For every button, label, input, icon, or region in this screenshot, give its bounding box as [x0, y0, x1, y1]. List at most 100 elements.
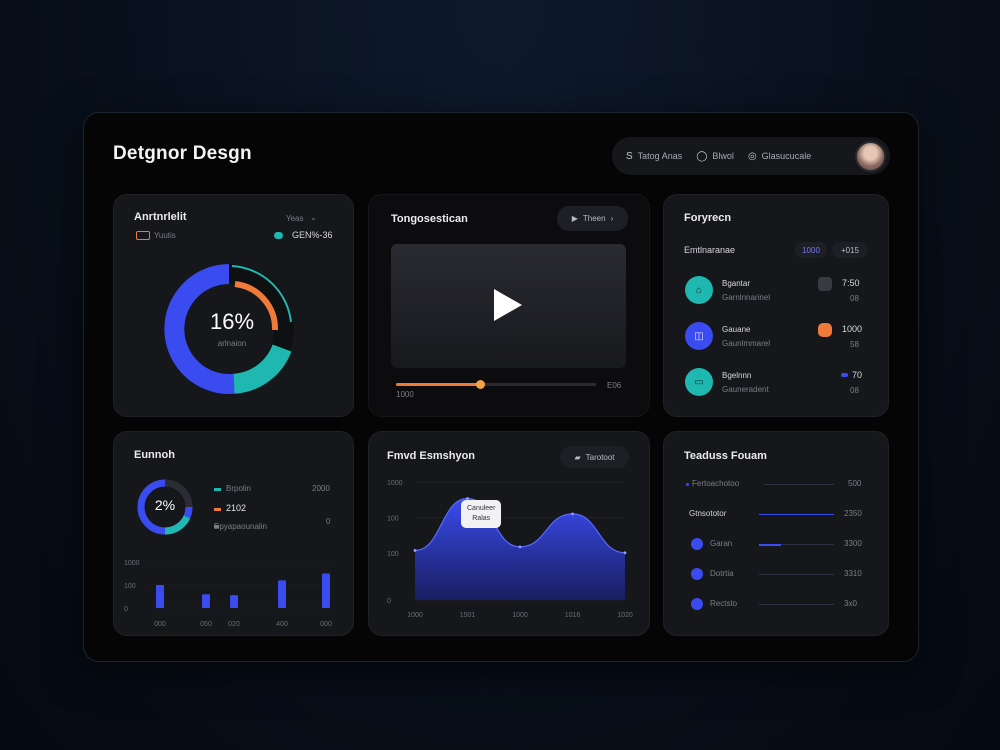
legend-grey-swatch	[214, 525, 219, 528]
ranking-row-value: 3x0	[844, 599, 857, 608]
legend-label: 2102	[226, 503, 247, 513]
tooltip-line: Ralas	[472, 515, 491, 522]
topbar-item-settings[interactable]: ◎ Glasucucale	[748, 151, 811, 162]
y-tick-label: 0	[387, 598, 391, 605]
video-options-button[interactable]: ▶ Theen ›	[557, 206, 628, 231]
ranking-row-track	[764, 484, 834, 485]
bar	[230, 595, 238, 608]
list-item-subvalue: 08	[850, 294, 859, 303]
donut-segment-thin-teal	[231, 265, 292, 323]
ranking-card: Teaduss Fouam Fertoachotoo 500 Gtnsototo…	[663, 431, 889, 636]
legend-teal-swatch	[214, 488, 221, 491]
topbar-item-notifications[interactable]: ◯ Blwol	[696, 151, 734, 162]
donut-value: 16%	[209, 309, 255, 334]
play-small-icon: ▶	[571, 214, 578, 223]
play-icon[interactable]	[494, 289, 522, 321]
legend-label: Brpolin	[226, 484, 251, 493]
area-chart-card: Fmvd Esmshyon ▰ Tarotoot 1000 100 100 0 1000…	[368, 431, 650, 636]
x-tick-label: 1000	[512, 612, 528, 619]
ranking-row-label: Gtnsototor	[689, 509, 727, 518]
list-item-badge	[818, 323, 832, 337]
list-item-value: 1000	[842, 324, 863, 334]
topbar-item-label: Tatog Anas	[637, 151, 683, 161]
period-filter[interactable]: Yeas	[286, 214, 304, 223]
list-item-badge	[818, 277, 832, 291]
y-tick-label: 100	[387, 551, 399, 558]
list-subtitle: Emtlnaranae	[684, 245, 736, 255]
x-tick-label: 1020	[617, 612, 633, 619]
video-progress-track[interactable]	[396, 380, 596, 389]
ranking-row-fill	[759, 514, 834, 515]
ranking-row-value: 3300	[844, 539, 862, 548]
list-item-name: Bgantar	[722, 279, 751, 288]
video-scrub-handle[interactable]	[476, 380, 485, 389]
row-marker	[686, 483, 689, 486]
donut-segment-blue	[164, 264, 235, 394]
list-item-sub: Gauneradent	[722, 385, 769, 394]
filter-chip[interactable]: +015	[832, 242, 868, 258]
list-item-name: Gauane	[722, 325, 751, 334]
bar	[278, 580, 286, 608]
x-tick-label: 000	[320, 621, 332, 628]
row-dot-icon	[691, 568, 703, 580]
x-tick-label: 000	[154, 621, 166, 628]
summary-donut-chart	[137, 479, 193, 535]
y-tick-label: 1000	[124, 560, 140, 567]
row-dot-icon	[691, 598, 703, 610]
ranking-row-label: Garan	[710, 539, 733, 548]
ranking-row-track	[759, 544, 834, 545]
ranking-row-track	[759, 604, 834, 605]
topbar-item-search[interactable]: S Tatog Anas	[626, 151, 682, 162]
legend-label: Yuutis	[154, 231, 176, 240]
settings-icon: ◎	[747, 150, 757, 162]
list-item-subvalue: 08	[850, 386, 859, 395]
search-icon: S	[626, 150, 633, 162]
area-options-button[interactable]: ▰ Tarotoot	[560, 446, 629, 468]
video-player[interactable]	[391, 244, 626, 368]
x-tick-label: 020	[228, 621, 240, 628]
list-item-icon: ▭	[685, 368, 713, 396]
card-title: Fmvd Esmshyon	[387, 450, 476, 462]
legend-value: 0	[326, 517, 331, 526]
x-tick-label: 400	[276, 621, 288, 628]
bar	[156, 585, 164, 608]
video-options-label: Theen	[582, 214, 606, 223]
y-tick-label: 0	[124, 606, 128, 613]
calendar-icon: ▰	[574, 452, 581, 462]
list-item-value: 70	[852, 370, 863, 380]
y-tick-label: 100	[387, 515, 399, 522]
list-item-name: Bgelnnn	[722, 371, 752, 380]
donut-sublabel: arlnaion	[217, 339, 247, 348]
ranking-row-label: Fertoachotoo	[692, 479, 740, 488]
x-tick-label: 1000	[407, 612, 423, 619]
video-time-end: E06	[607, 381, 622, 390]
ranking-row-value: 2350	[844, 509, 862, 518]
filter-chip[interactable]: 1000	[795, 242, 827, 258]
avatar[interactable]	[855, 141, 886, 172]
x-tick-label: 050	[200, 621, 212, 628]
topbar: S Tatog Anas ◯ Blwol ◎ Glasucucale	[612, 137, 890, 175]
data-point	[466, 497, 469, 500]
card-title: Teaduss Fouam	[684, 450, 767, 462]
data-point	[571, 512, 574, 516]
video-progress-fill	[396, 383, 480, 386]
list-item-subvalue: 58	[850, 340, 859, 349]
list-item-sub: Gaunlmmarel	[722, 339, 771, 348]
ranking-row-track	[759, 574, 834, 575]
list-item-icon: ◫	[685, 322, 713, 350]
analytics-card: Anrtnrlelit Yeas ⌄ Yuutis GEN%-36 16% ar…	[113, 194, 354, 417]
chevron-down-icon[interactable]: ⌄	[310, 213, 317, 222]
summary-card: Eunnoh 2% Brpolin 2000 2102 Epyapaounali…	[113, 431, 354, 636]
list-item-value: 7:50	[842, 278, 860, 288]
ranking-row-label: Rectsto	[710, 599, 738, 608]
donut-segment-orange	[234, 281, 279, 331]
donut-segment-teal	[164, 515, 191, 535]
list-item-sub: Garnlnnarinel	[722, 293, 771, 302]
list-item-badge	[841, 373, 848, 377]
legend-value: 2000	[312, 484, 330, 493]
tooltip-line: Canuleer	[467, 505, 496, 512]
data-point	[413, 549, 417, 552]
area-options-label: Tarotoot	[585, 452, 615, 462]
x-tick-label: 1016	[565, 612, 581, 619]
analytics-donut-chart	[164, 264, 294, 394]
